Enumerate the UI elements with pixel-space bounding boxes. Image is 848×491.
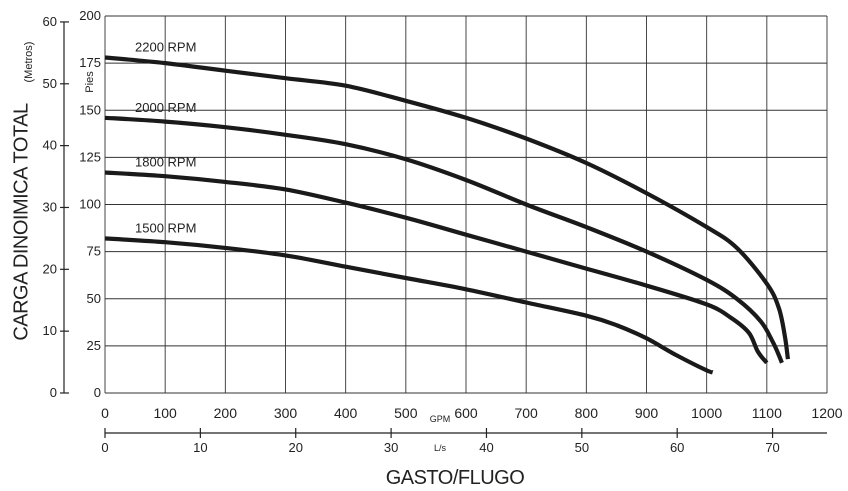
labels: 0255075100125150175200Pies0102030405060(… (23, 8, 843, 455)
y-tick-label: 100 (79, 197, 101, 212)
x-axis-title: GASTO/FLUGO (385, 467, 525, 489)
x-tick-label: 1200 (811, 405, 842, 421)
y-secondary-tick-label: 20 (43, 261, 57, 276)
y-secondary-tick-label: 0 (50, 385, 57, 400)
x-tick-label: 300 (274, 405, 298, 421)
x-tick-label: 100 (153, 405, 177, 421)
y-axis-title-text: CARGA DINOIMICA TOTAL (10, 103, 33, 341)
curve-2200-rpm (104, 55, 790, 360)
y-secondary-tick-label: 40 (43, 138, 57, 153)
y-secondary-tick-label: 60 (43, 14, 57, 29)
series-label: 2200 RPM (135, 39, 196, 54)
y-tick-label: 200 (79, 8, 101, 23)
series-label: 2000 RPM (135, 100, 196, 115)
x-tick-label: 800 (575, 405, 599, 421)
axes (60, 21, 827, 438)
y-axis-unit-label: Pies (84, 71, 96, 93)
x-secondary-tick-label: 50 (575, 440, 589, 455)
x-tick-label: 900 (635, 405, 659, 421)
x-axis-unit-label: GPM (430, 414, 451, 424)
x-secondary-tick-label: 20 (288, 440, 302, 455)
curve-1800-rpm (104, 170, 769, 365)
x-tick-label: 1100 (752, 405, 782, 421)
x-tick-label: 500 (394, 405, 418, 421)
x-secondary-tick-label: 40 (479, 440, 493, 455)
x-secondary-tick-label: 60 (670, 440, 684, 455)
y-secondary-tick-label: 30 (43, 199, 57, 214)
y-secondary-tick-label: 50 (43, 76, 57, 91)
x-tick-label: 0 (101, 405, 109, 421)
x-secondary-tick-label: 30 (384, 440, 398, 455)
series-label: 1500 RPM (135, 220, 196, 235)
x-tick-label: 200 (214, 405, 238, 421)
y-axis-title: CARGA DINOIMICA TOTAL (2, 72, 42, 372)
series-label: 1800 RPM (135, 154, 196, 169)
x-secondary-tick-label: 10 (193, 440, 207, 455)
y-tick-label: 150 (79, 102, 101, 117)
x-tick-label: 1000 (691, 405, 722, 421)
x-tick-label: 700 (514, 405, 538, 421)
y-tick-label: 0 (94, 385, 101, 400)
y-secondary-unit-label: (Metros) (23, 42, 35, 83)
x-secondary-tick-label: 0 (101, 440, 108, 455)
y-tick-label: 50 (87, 291, 101, 306)
grid (104, 15, 828, 394)
curves (104, 55, 790, 375)
y-tick-label: 25 (87, 338, 101, 353)
y-tick-label: 125 (79, 149, 101, 164)
curve-1500-rpm (104, 236, 714, 375)
x-secondary-unit-label: L/s (434, 443, 447, 453)
x-tick-label: 400 (334, 405, 358, 421)
y-tick-label: 75 (87, 244, 101, 259)
x-secondary-tick-label: 70 (765, 440, 779, 455)
y-secondary-tick-label: 10 (43, 323, 57, 338)
y-tick-label: 175 (79, 55, 101, 70)
x-tick-label: 600 (454, 405, 478, 421)
curve-2000-rpm (104, 115, 784, 364)
